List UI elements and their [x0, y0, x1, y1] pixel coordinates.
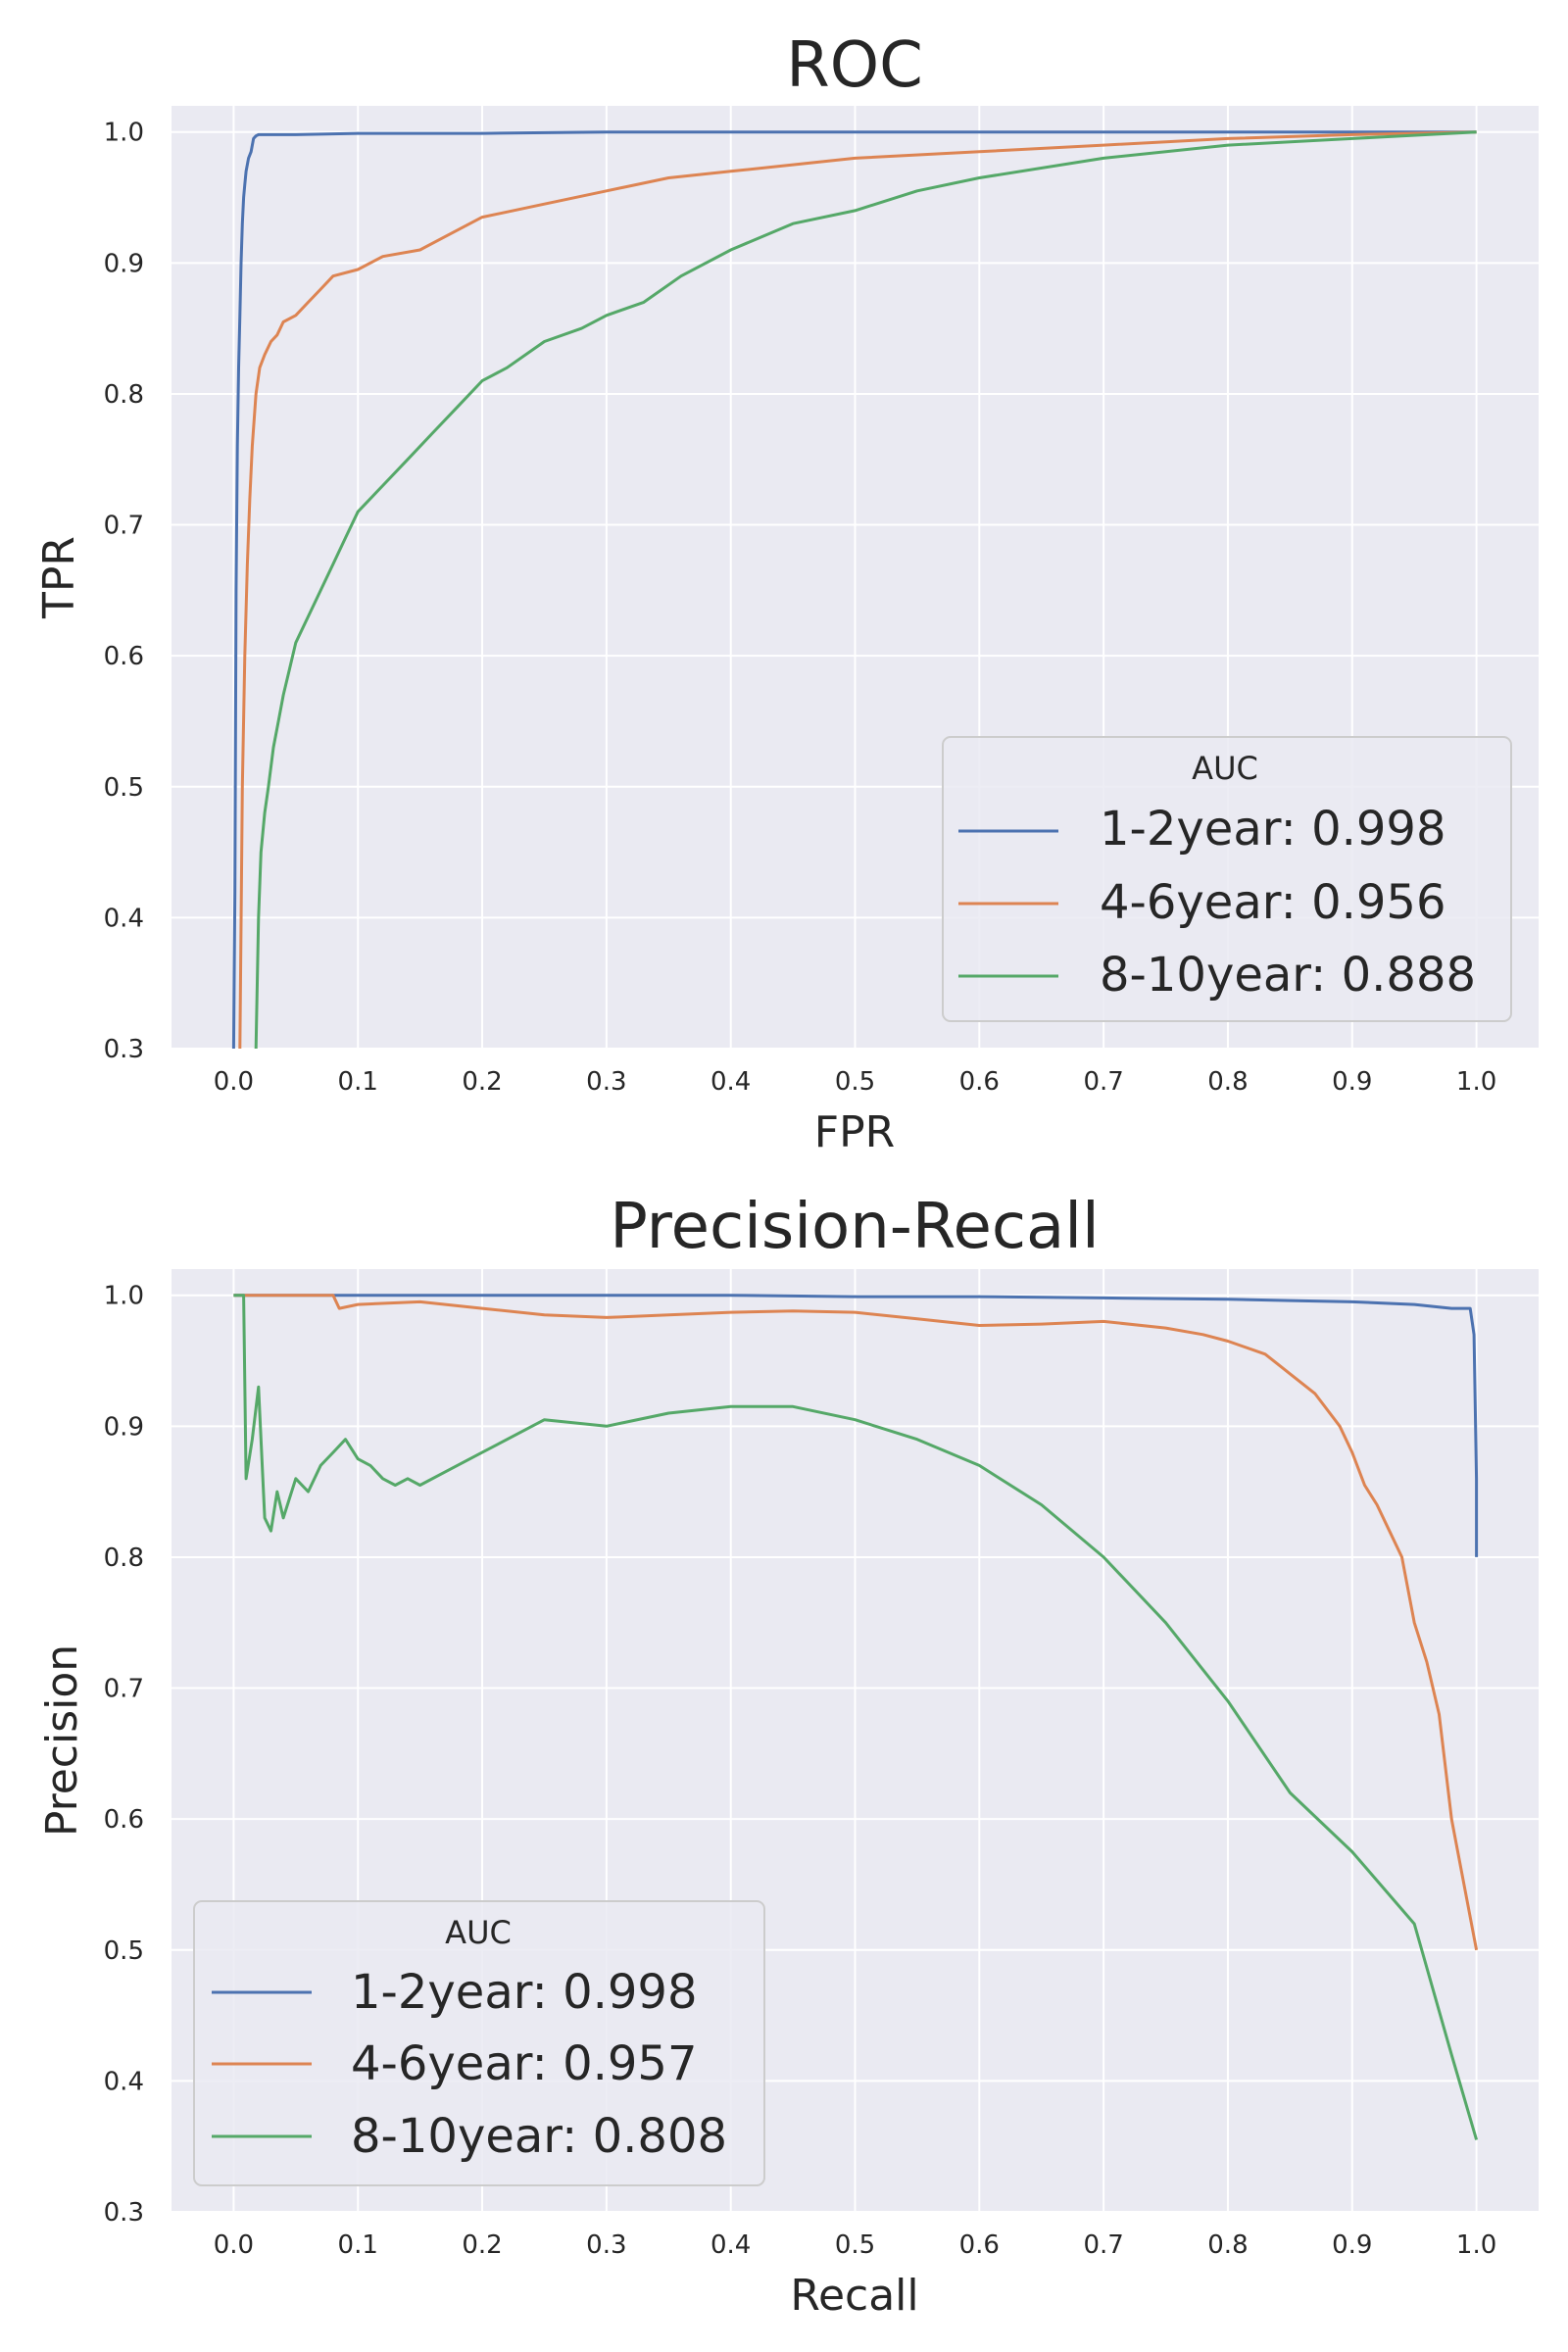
- roc-x-tick-labels: 0.0 0.1 0.2 0.3 0.4 0.5 0.6 0.7 0.8 0.9 1.0: [214, 1067, 1497, 1097]
- roc-y-tick-label: 0.6: [104, 642, 144, 671]
- roc-x-tick-label: 0.4: [710, 1067, 751, 1097]
- pr-legend-box: [193, 1900, 765, 2186]
- pr-x-axis-label: Recall: [790, 2271, 918, 2321]
- pr-series-1-2year: [233, 1294, 1479, 1557]
- roc-legend-box: [942, 736, 1512, 1022]
- roc-series-8-10year: [254, 130, 1477, 1050]
- roc-y-tick-label: 0.9: [104, 249, 144, 278]
- roc-y-tick-label: 0.5: [104, 773, 144, 803]
- pr-x-tick-label: 1.0: [1456, 2230, 1496, 2260]
- roc-y-tick-label: 0.4: [104, 904, 144, 933]
- roc-series-4-6year: [238, 130, 1477, 1050]
- pr-x-tick-label: 0.4: [710, 2230, 751, 2260]
- roc-x-tick-label: 0.5: [835, 1067, 875, 1097]
- pr-y-tick-label: 0.4: [104, 2067, 144, 2096]
- pr-x-tick-labels: 0.0 0.1 0.2 0.3 0.4 0.5 0.6 0.7 0.8 0.9 1.0: [214, 2230, 1497, 2260]
- roc-y-tick-label: 0.3: [104, 1035, 144, 1064]
- pr-x-tick-label: 0.7: [1083, 2230, 1123, 2260]
- roc-series-lines: [231, 130, 1477, 1050]
- pr-x-tick-label: 0.1: [338, 2230, 378, 2260]
- pr-y-tick-label: 0.5: [104, 1936, 144, 1966]
- pr-title: Precision-Recall: [610, 1191, 1100, 1263]
- pr-y-tick-label: 0.9: [104, 1412, 144, 1442]
- pr-legend-entry-4-6year: 4-6year: 0.957: [351, 2036, 697, 2091]
- roc-legend-entry-4-6year: 4-6year: 0.956: [1100, 875, 1446, 930]
- roc-title: ROC: [786, 29, 923, 102]
- pr-y-tick-labels: 0.3 0.4 0.5 0.6 0.7 0.8 0.9 1.0: [104, 1282, 144, 2228]
- roc-panel: 0.0 0.1 0.2 0.3 0.4 0.5 0.6 0.7 0.8 0.9 1.0 0.3 0.4…: [34, 29, 1539, 1157]
- pr-series-lines: [233, 1294, 1479, 2140]
- roc-x-tick-label: 0.2: [462, 1067, 502, 1097]
- roc-series-1-2year: [231, 130, 1477, 1050]
- roc-y-tick-label: 0.7: [104, 512, 144, 541]
- roc-x-tick-label: 0.0: [214, 1067, 254, 1097]
- pr-x-tick-label: 0.2: [462, 2230, 502, 2260]
- roc-x-tick-label: 0.3: [586, 1067, 626, 1097]
- roc-legend-entry-1-2year: 1-2year: 0.998: [1100, 802, 1446, 857]
- pr-y-tick-label: 0.7: [104, 1675, 144, 1704]
- roc-y-axis-label: TPR: [34, 536, 84, 619]
- roc-y-tick-label: 1.0: [104, 119, 144, 148]
- pr-legend-title: AUC: [445, 1914, 512, 1951]
- roc-x-tick-label: 0.8: [1207, 1067, 1248, 1097]
- pr-panel: 0.0 0.1 0.2 0.3 0.4 0.5 0.6 0.7 0.8 0.9 1.0 0.3 0.4…: [37, 1191, 1539, 2321]
- pr-x-tick-label: 0.3: [586, 2230, 626, 2260]
- roc-x-tick-label: 1.0: [1456, 1067, 1496, 1097]
- roc-y-tick-labels: 0.3 0.4 0.5 0.6 0.7 0.8 0.9 1.0: [104, 119, 144, 1064]
- pr-x-tick-label: 0.5: [835, 2230, 875, 2260]
- pr-x-tick-label: 0.8: [1207, 2230, 1248, 2260]
- pr-legend-entry-8-10year: 8-10year: 0.808: [351, 2109, 727, 2164]
- pr-legend-entry-1-2year: 1-2year: 0.998: [351, 1965, 697, 2020]
- roc-x-tick-label: 0.6: [959, 1067, 1000, 1097]
- pr-x-tick-label: 0.9: [1332, 2230, 1372, 2260]
- roc-y-tick-label: 0.8: [104, 380, 144, 410]
- roc-x-tick-label: 0.9: [1332, 1067, 1372, 1097]
- pr-y-tick-label: 0.8: [104, 1544, 144, 1573]
- roc-legend-title: AUC: [1192, 750, 1258, 787]
- pr-x-tick-label: 0.0: [214, 2230, 254, 2260]
- roc-x-axis-label: FPR: [814, 1107, 895, 1157]
- pr-x-tick-label: 0.6: [959, 2230, 1000, 2260]
- roc-x-tick-label: 0.1: [338, 1067, 378, 1097]
- pr-y-tick-label: 1.0: [104, 1282, 144, 1311]
- pr-series-8-10year: [233, 1294, 1479, 2140]
- roc-legend: AUC 1-2year: 0.998 4-6year: 0.956 8-10ye…: [942, 736, 1512, 1022]
- roc-x-tick-label: 0.7: [1083, 1067, 1123, 1097]
- pr-legend: AUC 1-2year: 0.998 4-6year: 0.957 8-10ye…: [193, 1900, 765, 2186]
- pr-series-4-6year: [233, 1294, 1479, 1951]
- pr-y-tick-label: 0.3: [104, 2198, 144, 2228]
- pr-y-axis-label: Precision: [37, 1644, 87, 1837]
- pr-y-tick-label: 0.6: [104, 1805, 144, 1835]
- roc-legend-entry-8-10year: 8-10year: 0.888: [1100, 948, 1476, 1003]
